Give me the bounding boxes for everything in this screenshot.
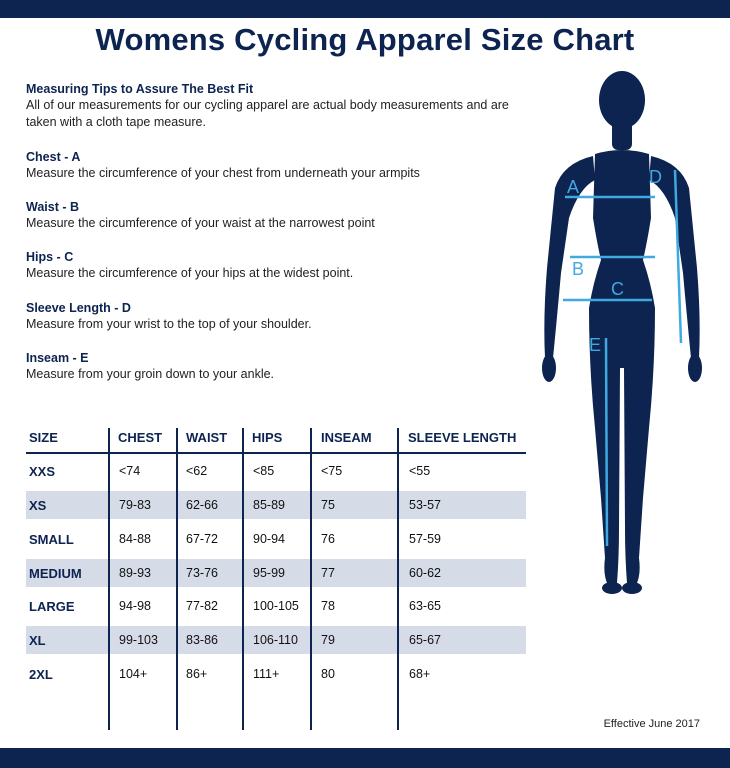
column-divider — [242, 428, 244, 730]
cell-chest: 79-83 — [119, 498, 151, 512]
table-row: 2XL 104+ 86+ 111+ 80 68+ — [26, 660, 526, 688]
cell-hips: 100-105 — [253, 599, 299, 613]
cell-chest: 94-98 — [119, 599, 151, 613]
tip-heading: Measuring Tips to Assure The Best Fit — [26, 82, 254, 96]
cell-sleeve-length: 63-65 — [409, 599, 441, 613]
header-hips: HIPS — [252, 430, 283, 445]
cell-waist: <62 — [186, 464, 208, 478]
tip-heading: Hips - C — [26, 250, 74, 264]
inseam-line — [604, 337, 609, 547]
column-divider — [176, 428, 178, 730]
cell-chest: 99-103 — [119, 633, 158, 647]
cell-sleeve-length: 60-62 — [409, 566, 441, 580]
measurement-labels: A B C D E — [567, 167, 662, 355]
cell-waist: 86+ — [186, 667, 208, 681]
tip-body: Measure the circumference of your chest … — [26, 166, 420, 180]
table-row: LARGE 94-98 77-82 100-105 78 63-65 — [26, 592, 526, 620]
cell-hips: 90-94 — [253, 532, 285, 546]
table-row: MEDIUM 89-93 73-76 95-99 77 60-62 — [26, 559, 526, 587]
effective-date: Effective June 2017 — [603, 718, 700, 730]
cell-sleeve-length: 53-57 — [409, 498, 441, 512]
measurement-lines — [563, 169, 683, 547]
cell-chest: 84-88 — [119, 532, 151, 546]
column-divider — [397, 428, 399, 730]
table-row: XXS <74 <62 <85 <75 <55 — [26, 457, 526, 485]
tip-waist: Waist - B Measure the circumference of y… — [26, 200, 516, 232]
cell-size: MEDIUM — [29, 566, 82, 581]
tip-body: Measure the circumference of your waist … — [26, 216, 375, 230]
body-silhouette — [542, 71, 702, 594]
label-d: D — [649, 167, 662, 187]
cell-sleeve-length: 57-59 — [409, 532, 441, 546]
bottom-banner-bar — [0, 748, 730, 768]
tip-sleeve: Sleeve Length - D Measure from your wris… — [26, 301, 516, 333]
cell-sleeve-length: 65-67 — [409, 633, 441, 647]
column-divider — [108, 428, 110, 730]
tip-heading: Inseam - E — [26, 351, 89, 365]
cell-size: XL — [29, 633, 46, 648]
cell-hips: 85-89 — [253, 498, 285, 512]
label-e: E — [589, 335, 601, 355]
header-size: SIZE — [29, 430, 58, 445]
cell-sleeve-length: 68+ — [409, 667, 431, 681]
header-chest: CHEST — [118, 430, 163, 445]
top-banner-bar — [0, 0, 730, 18]
header-waist: WAIST — [186, 430, 228, 445]
column-divider — [310, 428, 312, 730]
tip-heading: Sleeve Length - D — [26, 301, 131, 315]
header-sleeve-length: SLEEVE LENGTH — [408, 430, 517, 445]
label-a: A — [567, 177, 579, 197]
cell-size: XXS — [29, 464, 56, 479]
cell-size: 2XL — [29, 667, 53, 682]
tip-body: Measure from your groin down to your ank… — [26, 367, 275, 381]
tip-hips: Hips - C Measure the circumference of yo… — [26, 250, 516, 282]
cell-hips: 95-99 — [253, 566, 285, 580]
cell-inseam: 78 — [321, 599, 335, 613]
page-title: Womens Cycling Apparel Size Chart — [95, 22, 635, 57]
cell-hips: 106-110 — [253, 633, 298, 647]
sleeve-line — [673, 169, 683, 344]
table-row: XL 99-103 83-86 106-110 79 65-67 — [26, 626, 526, 654]
cell-inseam: 80 — [321, 667, 335, 681]
cell-waist: 67-72 — [186, 532, 218, 546]
cell-hips: 111+ — [253, 667, 280, 681]
cell-inseam: 79 — [321, 633, 335, 647]
tip-best-fit: Measuring Tips to Assure The Best Fit Al… — [26, 82, 516, 131]
cell-size: LARGE — [29, 599, 75, 614]
cell-inseam: <75 — [321, 464, 343, 478]
cell-chest: 89-93 — [119, 566, 151, 580]
header-inseam: INSEAM — [321, 430, 372, 445]
tip-heading: Waist - B — [26, 200, 80, 214]
tip-inseam: Inseam - E Measure from your groin down … — [26, 351, 516, 383]
cell-sleeve-length: <55 — [409, 464, 431, 478]
header-divider — [26, 452, 526, 454]
label-b: B — [572, 259, 584, 279]
cell-waist: 62-66 — [186, 498, 218, 512]
tip-body: All of our measurements for our cycling … — [26, 98, 509, 129]
label-c: C — [611, 279, 624, 299]
cell-waist: 73-76 — [186, 566, 218, 580]
tip-chest: Chest - A Measure the circumference of y… — [26, 150, 516, 182]
cell-chest: <74 — [119, 464, 141, 478]
tip-body: Measure from your wrist to the top of yo… — [26, 317, 312, 331]
tip-body: Measure the circumference of your hips a… — [26, 266, 354, 280]
cell-waist: 77-82 — [186, 599, 218, 613]
cell-size: XS — [29, 498, 47, 513]
cell-inseam: 75 — [321, 498, 335, 512]
table-row: XS 79-83 62-66 85-89 75 53-57 — [26, 491, 526, 519]
cell-waist: 83-86 — [186, 633, 218, 647]
cell-inseam: 76 — [321, 532, 335, 546]
cell-inseam: 77 — [321, 566, 335, 580]
cell-chest: 104+ — [119, 667, 148, 681]
cell-hips: <85 — [253, 464, 275, 478]
body-measurement-figure: A B C D E — [542, 71, 702, 594]
table-row: SMALL 84-88 67-72 90-94 76 57-59 — [26, 525, 526, 553]
cell-size: SMALL — [29, 532, 74, 547]
tip-heading: Chest - A — [26, 150, 81, 164]
